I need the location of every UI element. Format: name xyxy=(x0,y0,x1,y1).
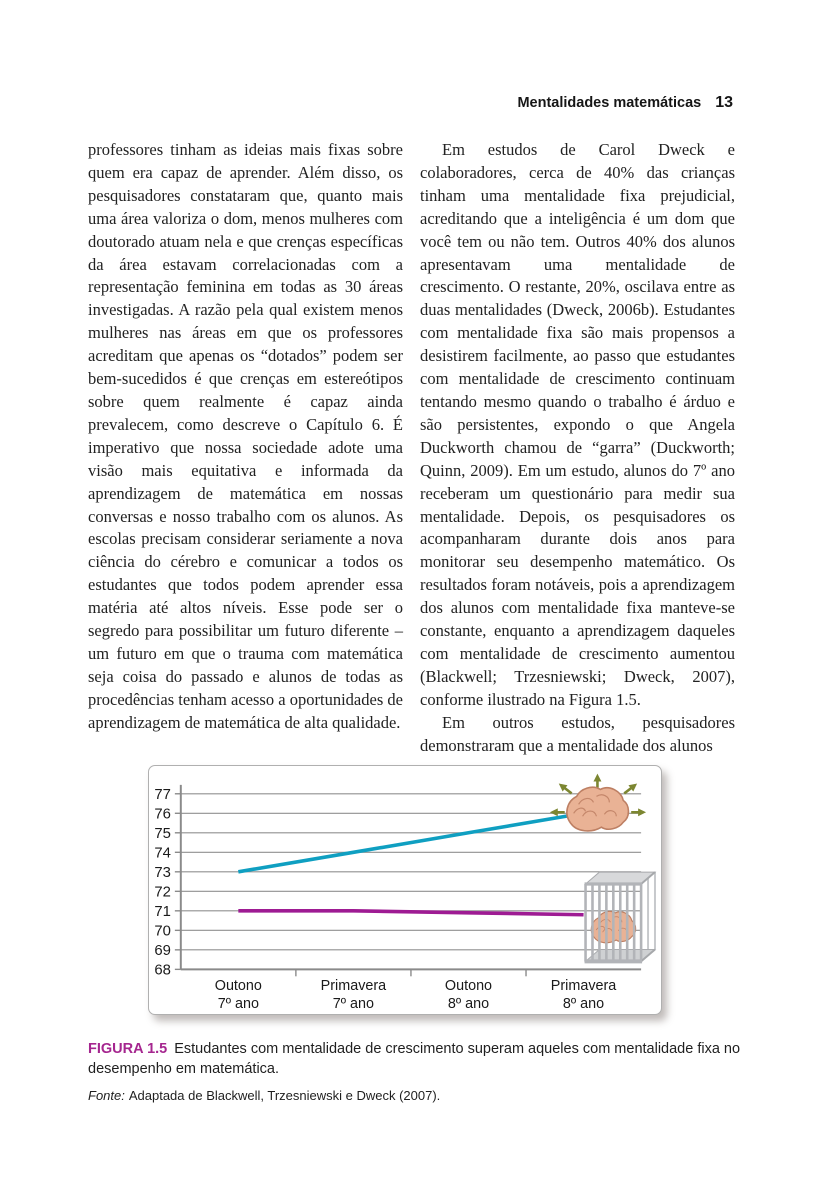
figure-caption-text: Estudantes com mentalidade de cresciment… xyxy=(88,1041,741,1077)
brain-free-icon xyxy=(566,786,630,832)
y-tick-label: 76 xyxy=(154,807,171,823)
x-category-label: Outono 7º ano xyxy=(215,978,262,1012)
figure-label: FIGURA 1.5 xyxy=(88,1041,168,1057)
y-tick-label: 69 xyxy=(154,943,171,959)
source-text: Adaptada de Blackwell, Trzesniewski e Dw… xyxy=(128,1088,441,1103)
y-tick-label: 77 xyxy=(154,787,171,803)
mindset-line-chart: 68 69 70 71 72 73 74 75 76 77 Outono 7º ano Primaver… xyxy=(149,766,661,1014)
y-tick-label: 73 xyxy=(154,865,171,881)
y-tick-label: 75 xyxy=(154,826,171,842)
x-category-label: Outono 8º ano xyxy=(445,978,492,1012)
body-paragraph: Em outros estudos, pesquisadores demonst… xyxy=(420,712,735,755)
x-category-label: Primavera 8º ano xyxy=(551,978,617,1012)
figure-source: Fonte: Adaptada de Blackwell, Trzesniewsk… xyxy=(88,1088,743,1103)
left-column: professores tinham as ideias mais fixas … xyxy=(88,139,403,735)
body-paragraph: Em estudos de Carol Dweck e colaboradore… xyxy=(420,140,735,709)
growth-mindset-line xyxy=(238,811,584,874)
figure-caption: FIGURA 1.5 Estudantes com mentalidade de … xyxy=(88,1039,743,1079)
source-label: Fonte: xyxy=(88,1088,125,1103)
page-number: 13 xyxy=(715,94,733,111)
y-tick-label: 71 xyxy=(154,904,171,920)
brain-caged-icon xyxy=(584,871,657,964)
fixed-mindset-line xyxy=(238,909,584,917)
y-tick-label: 74 xyxy=(154,846,171,862)
y-tick-label: 68 xyxy=(154,963,171,979)
right-column: Em estudos de Carol Dweck e colaboradore… xyxy=(420,139,735,757)
running-head-title: Mentalidades matemáticas xyxy=(517,95,702,111)
running-head: Mentalidades matemáticas 13 xyxy=(88,94,733,112)
y-tick-label: 70 xyxy=(154,924,171,940)
x-category-label: Primavera 7º ano xyxy=(321,978,387,1012)
y-tick-label: 72 xyxy=(154,885,171,901)
body-paragraph: professores tinham as ideias mais fixas … xyxy=(88,140,403,732)
figure-1-5: 68 69 70 71 72 73 74 75 76 77 Outono 7º ano Primaver… xyxy=(148,765,662,1015)
growth-arrows xyxy=(549,773,647,817)
